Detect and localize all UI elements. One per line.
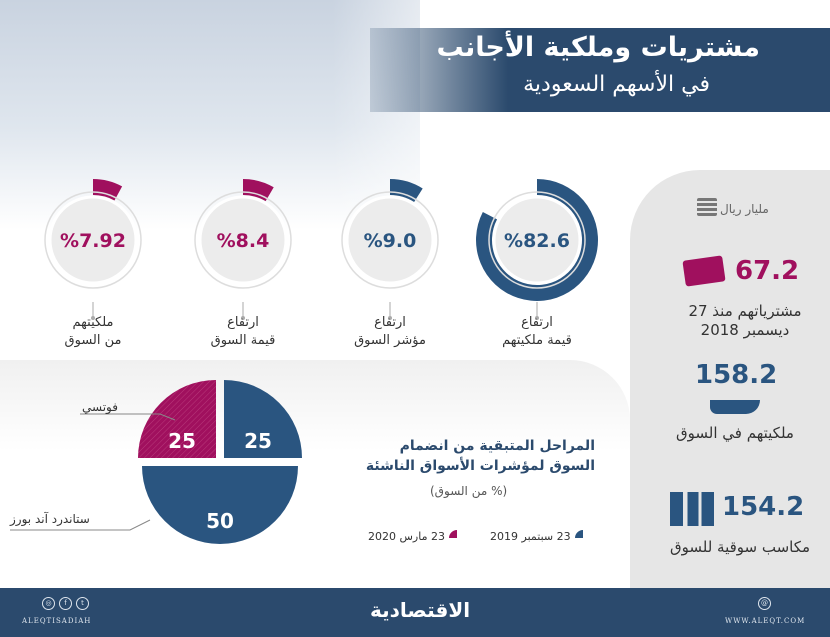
cash-hand-icon [682, 255, 726, 287]
unit-label: مليار ريال [720, 202, 769, 216]
website[interactable]: WWW.ALEQT.COM [725, 617, 806, 625]
gauge-dot [535, 316, 539, 320]
title-line2: في الأسهم السعودية [523, 72, 710, 97]
footer [0, 588, 830, 637]
web-icon[interactable]: @ [758, 597, 771, 610]
gauge-label: ارتفاع قيمة ملكيتهم [502, 315, 572, 348]
gauge-label: ارتفاع مؤشر السوق [354, 315, 426, 348]
gauge-arc [93, 179, 123, 201]
open-hand-icon [710, 400, 760, 414]
gauge-dot [91, 316, 95, 320]
sp-label: ستاندرد آند بورز [10, 512, 90, 526]
pie-slice [142, 466, 298, 544]
gains-label: مكاسب سوقية للسوق [669, 538, 811, 556]
pie-label: 25 [168, 429, 196, 453]
ftse-label: فوتسي [82, 400, 118, 414]
stages-subtitle: (% من السوق) [430, 484, 508, 498]
gauge-ring [44, 191, 142, 289]
gauge-circle [345, 195, 435, 285]
stages-title: المراحل المتبقية من انضمام السوق لمؤشرات … [365, 438, 595, 474]
gauge-label: ملكيتهم من السوق [64, 315, 122, 348]
purchases-label: مشترياتهم منذ 27 ديسمبر 2018 [688, 302, 802, 339]
pie-slice [224, 380, 302, 458]
title-line1: مشتريات وملكية الأجانب [436, 32, 760, 63]
legend-item-sep-2019: 23 سبتمبر 2019 [490, 530, 583, 543]
gauge-circle [492, 195, 582, 285]
ftse-leader [80, 413, 176, 421]
purchases-value: 67.2 [735, 256, 800, 286]
legend-swatch [448, 530, 457, 538]
ownership-value: 158.2 [695, 360, 778, 390]
gauge-circle [198, 195, 288, 285]
pie-label: 25 [244, 429, 272, 453]
gauge-ring [194, 191, 292, 289]
twitter-icon[interactable]: t [76, 597, 89, 610]
gains-value: 154.2 [722, 492, 805, 522]
growth-chart-icon [670, 492, 714, 526]
gauge-value: %7.92 [60, 230, 126, 252]
stats-panel [630, 170, 830, 588]
logo: الاقتصادية [370, 598, 471, 622]
title-banner [370, 28, 830, 112]
money-stack-icon [697, 198, 717, 216]
legend-item-mar-2020: 23 مارس 2020 [368, 530, 457, 543]
gauge-value: %82.6 [504, 230, 570, 252]
gauge-dot [241, 316, 245, 320]
gauge-ring [488, 191, 586, 289]
social-handle[interactable]: ALEQTISADIAH [22, 617, 92, 625]
gauge-dot [388, 316, 392, 320]
pie-slice [138, 380, 216, 458]
gauge-ring [341, 191, 439, 289]
pie-chart: 25 25 50 [10, 380, 302, 544]
gauges: %82.6 %9.0 %8.4 %7.92 [44, 179, 598, 320]
facebook-icon[interactable]: f [59, 597, 72, 610]
ownership-label: ملكيتهم في السوق [676, 424, 794, 442]
stages-section [0, 360, 630, 588]
gauge-label: ارتفاع قيمة السوق [210, 315, 276, 348]
gauge-value: %9.0 [364, 230, 417, 252]
gauge-arc [390, 179, 423, 203]
pie-label: 50 [206, 509, 234, 533]
sp-leader [10, 519, 151, 531]
legend-swatch [574, 530, 583, 538]
instagram-icon[interactable]: ◎ [42, 597, 55, 610]
gauge-circle [48, 195, 138, 285]
gauge-value: %8.4 [217, 230, 270, 252]
gauge-arc [243, 179, 274, 202]
